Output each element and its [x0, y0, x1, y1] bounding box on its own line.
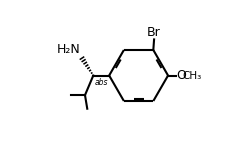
Text: H₂N: H₂N — [57, 43, 81, 56]
Text: CH₃: CH₃ — [182, 71, 201, 81]
Text: Br: Br — [147, 26, 161, 39]
Text: abs: abs — [95, 78, 108, 87]
Text: O: O — [177, 69, 186, 82]
